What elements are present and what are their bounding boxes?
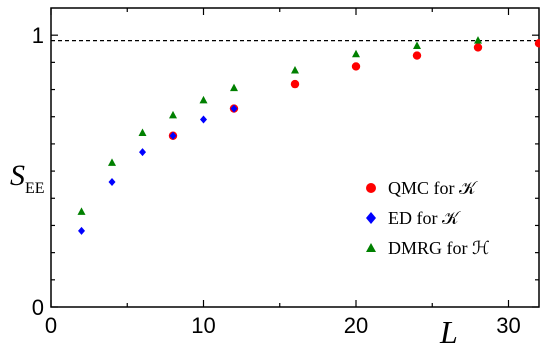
y-tick-label: 0 [32, 295, 44, 320]
x-tick-label: 20 [344, 313, 368, 338]
legend-marker-ed [366, 212, 376, 224]
x-axis-title: L [439, 314, 458, 347]
data-point-triangle [413, 41, 421, 50]
data-point-triangle [199, 95, 208, 104]
data-point-triangle [230, 83, 238, 92]
x-tick-label: 0 [45, 313, 57, 338]
axis-ticks [50, 8, 539, 308]
legend-marker-dmrg [366, 243, 376, 252]
data-point-triangle [108, 158, 116, 166]
data-point-circle [351, 62, 361, 71]
plot-frame [50, 7, 540, 308]
data-point-circle [290, 79, 300, 89]
legend-marker-qmc [366, 183, 376, 193]
data-point-diamond [139, 148, 146, 157]
data-point-triangle [77, 207, 86, 215]
data-point-diamond [169, 131, 177, 140]
data-point-diamond [108, 177, 116, 186]
data-point-triangle [169, 110, 177, 119]
legend-label-dmrg: DMRG for ℋ [388, 238, 490, 258]
tick-labels: 0 10 20 30 0 1 [32, 23, 521, 338]
y-tick-label: 1 [32, 23, 44, 48]
data-point-triangle [474, 36, 482, 44]
legend: QMC for 𝒦 ED for 𝒦 DMRG for ℋ [366, 178, 490, 258]
data-point-triangle [291, 66, 299, 74]
data-point-diamond [200, 115, 207, 124]
legend-label-qmc: QMC for 𝒦 [388, 178, 478, 198]
y-axis-title: SEE [10, 159, 45, 197]
data-point-triangle [352, 49, 360, 58]
data-point-diamond [78, 226, 85, 235]
data-point-circle [534, 39, 540, 48]
data-point-diamond [230, 104, 238, 113]
data-point-circle [473, 43, 483, 52]
legend-label-ed: ED for 𝒦 [388, 208, 461, 228]
x-tick-label: 10 [191, 313, 215, 338]
x-tick-label: 30 [496, 313, 520, 338]
y-axis-title-subscript: EE [25, 180, 45, 197]
data-point-triangle [138, 128, 147, 137]
data-point-circle [412, 51, 422, 60]
data-points [77, 36, 540, 235]
